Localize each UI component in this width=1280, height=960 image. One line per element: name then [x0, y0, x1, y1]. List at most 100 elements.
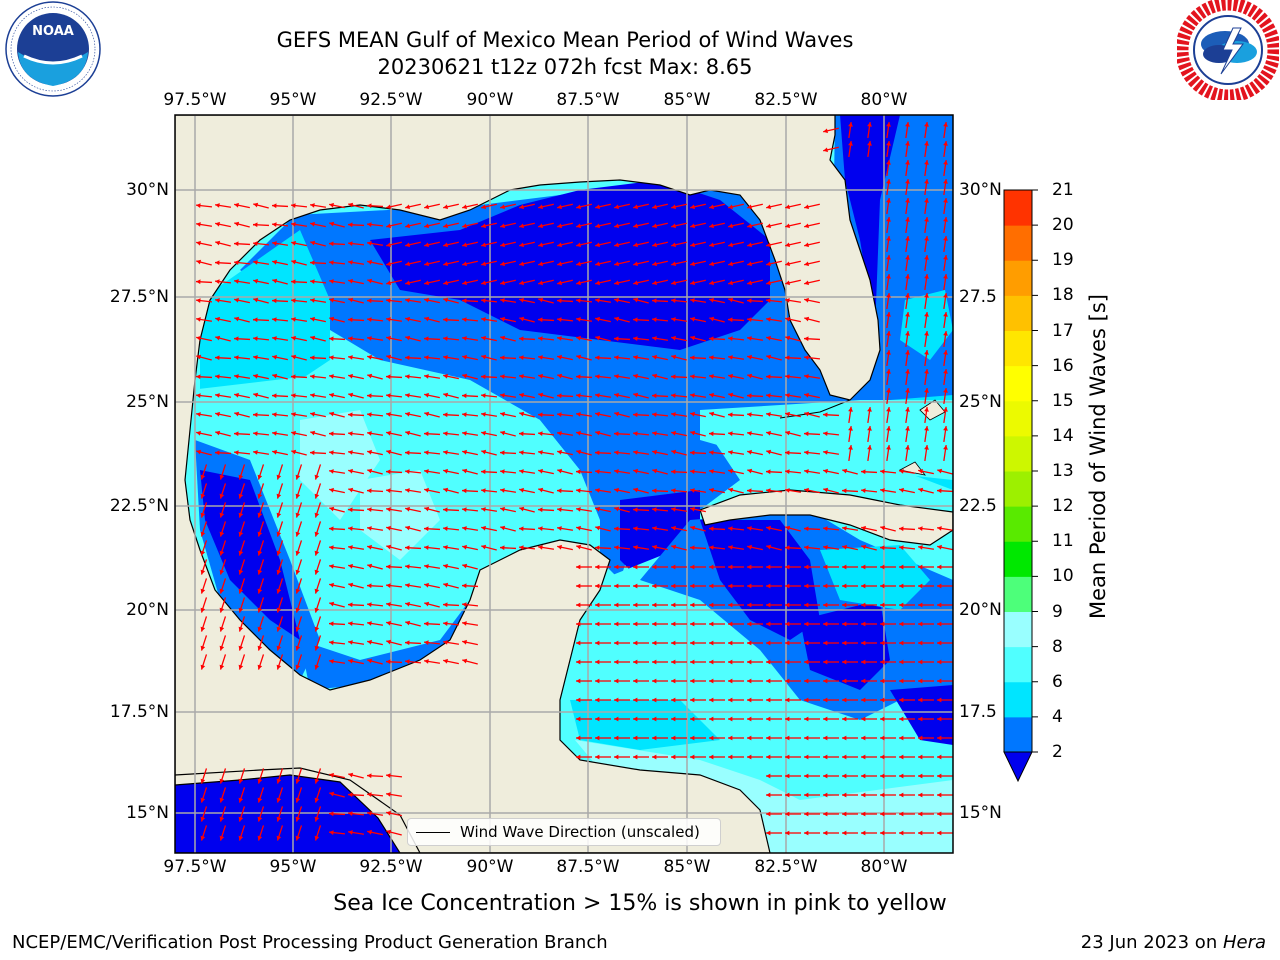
wave-arrow-head [367, 526, 372, 531]
wave-arrow-head [924, 293, 929, 298]
wave-arrow-head [633, 583, 638, 589]
wave-arrow-head [747, 317, 752, 322]
wave-arrow-head [219, 835, 225, 841]
wave-arrow-head [595, 545, 600, 551]
wave-arrow-head [918, 678, 923, 684]
legend-line-swatch [416, 831, 450, 833]
wave-arrow-head [861, 640, 866, 646]
wave-arrow-head [329, 601, 335, 607]
wave-arrow-head [219, 664, 225, 670]
wave-arrow-head [314, 588, 320, 594]
wave-arrow-head [690, 335, 696, 341]
wave-arrow-head [238, 474, 244, 480]
wave-arrow-head [804, 659, 809, 665]
wave-arrow-head [386, 430, 391, 436]
colorbar-tick-label: 21 [1052, 180, 1074, 200]
wave-arrow-head [443, 261, 448, 267]
wave-arrow-head [633, 317, 638, 323]
wave-arrow-head [886, 198, 891, 203]
wave-arrow-head [652, 261, 657, 267]
wave-arrow-head [253, 260, 258, 265]
wave-arrow-head [557, 544, 562, 550]
wave-arrow-head [538, 373, 543, 379]
wave-arrow-head [519, 392, 524, 398]
wave-arrow-head [405, 659, 410, 664]
colorbar-tick-label: 6 [1052, 671, 1063, 692]
wave-arrow-head [709, 678, 714, 684]
wave-arrow-head [709, 242, 714, 248]
wave-arrow-head [595, 469, 600, 474]
wave-arrow-head [747, 336, 752, 341]
wave-arrow-head [348, 830, 353, 835]
wave-arrow-head [899, 716, 904, 722]
wave-arrow-head [462, 563, 468, 569]
wave-arrow-head [867, 122, 872, 127]
wave-arrow-head [238, 550, 244, 556]
wave-arrow-head [861, 697, 866, 703]
wave-arrow-head [253, 392, 259, 398]
wave-arrow-head [690, 754, 695, 760]
wave-arrow-head [823, 602, 828, 608]
wave-arrow-head [576, 449, 582, 455]
wave-arrow-head [918, 545, 923, 550]
wave-arrow-head [671, 544, 677, 550]
wave-arrow-head [867, 141, 872, 146]
wave-arrow-head [500, 355, 505, 361]
wave-arrow-head [918, 811, 923, 817]
wave-arrow-head [709, 450, 714, 455]
wave-arrow-head [614, 487, 619, 493]
wave-arrow-head [937, 488, 942, 494]
wave-arrow-head [295, 569, 301, 575]
wave-arrow-head [329, 202, 334, 208]
wave-arrow-head [766, 583, 771, 589]
wave-arrow-head [766, 716, 771, 722]
colorbar-tick-label: 10 [1052, 566, 1074, 587]
wave-arrow-head [595, 602, 600, 608]
wave-arrow-head [886, 312, 891, 317]
wave-arrow-head [633, 204, 638, 210]
wave-arrow-head [766, 242, 771, 248]
wave-arrow-head [804, 545, 809, 550]
wave-arrow-head [785, 773, 790, 779]
wave-arrow-head [861, 678, 866, 684]
wave-arrow-head [253, 355, 258, 360]
wave-arrow-head [405, 545, 410, 551]
wave-arrow-head [804, 280, 809, 286]
wave-arrow-head [766, 261, 771, 267]
wave-arrow-head [785, 316, 790, 322]
wave-arrow-head [557, 526, 562, 531]
wave-arrow-head [481, 261, 486, 267]
wave-arrow-head [804, 355, 809, 360]
wave-arrow-head [652, 716, 657, 722]
wave-arrow-head [519, 280, 524, 286]
wave-arrow-head [348, 602, 353, 608]
wave-arrow-head [576, 735, 581, 741]
wave-arrow-head [804, 242, 809, 248]
wave-arrow-head [766, 298, 771, 303]
wave-arrow-head [272, 241, 277, 246]
wave-arrow-head [196, 335, 201, 341]
wave-arrow-head [709, 431, 714, 437]
wave-arrow-head [200, 816, 206, 822]
wave-arrow-head [614, 621, 619, 627]
wave-arrow-head [842, 754, 847, 760]
wave-arrow-head [918, 487, 924, 493]
wave-arrow-head [747, 354, 752, 360]
wave-arrow-head [386, 298, 391, 303]
wave-arrow-head [196, 374, 201, 380]
wave-arrow-head [272, 203, 277, 209]
wave-arrow-head [219, 645, 225, 651]
wave-arrow-head [386, 659, 391, 665]
wave-arrow-head [200, 569, 206, 575]
wave-arrow-head [937, 716, 942, 722]
wave-arrow-head [238, 493, 244, 499]
wave-arrow-head [848, 141, 853, 146]
wave-arrow-head [219, 626, 225, 632]
lon-tick-bottom: 87.5°W [556, 857, 620, 877]
wave-arrow-head [861, 469, 866, 475]
wave-arrow-head [310, 374, 315, 379]
wave-arrow-head [291, 430, 296, 436]
wave-arrow-head [690, 393, 695, 398]
wave-arrow-head [804, 602, 809, 608]
wave-arrow-head [880, 564, 885, 570]
